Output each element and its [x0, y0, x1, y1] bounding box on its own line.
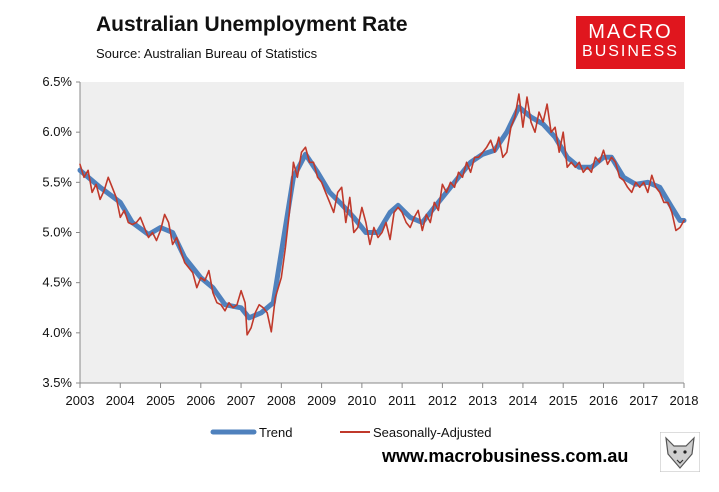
x-tick-label: 2003 [66, 393, 95, 408]
y-tick-label: 6.0% [42, 124, 72, 139]
website-url[interactable]: www.macrobusiness.com.au [382, 446, 629, 466]
series-line-seasonally-adjusted [79, 93, 685, 336]
x-tick-label: 2011 [388, 393, 416, 408]
x-tick-label: 2016 [589, 393, 618, 408]
x-tick-label: 2013 [468, 393, 497, 408]
x-tick-label: 2015 [549, 393, 578, 408]
x-tick-label: 2004 [106, 393, 135, 408]
y-tick-label: 5.0% [42, 225, 72, 240]
logo-line-2: BUSINESS [582, 43, 679, 60]
x-tick-label: 2012 [428, 393, 457, 408]
macrobusiness-logo[interactable]: MACRO BUSINESS [576, 16, 685, 69]
y-tick-label: 4.0% [42, 325, 72, 340]
x-tick-label: 2006 [186, 393, 215, 408]
x-tick-label: 2008 [267, 393, 296, 408]
x-tick-label: 2007 [227, 393, 256, 408]
logo-line-1: MACRO [588, 21, 673, 43]
chart-subtitle: Source: Australian Bureau of Statistics [96, 46, 318, 61]
y-tick-label: 6.5% [42, 74, 72, 89]
x-tick-label: 2017 [629, 393, 658, 408]
x-tick-label: 2009 [307, 393, 336, 408]
x-tick-label: 2010 [347, 393, 376, 408]
y-tick-label: 4.5% [42, 275, 72, 290]
x-tick-label: 2014 [508, 393, 537, 408]
chart-title: Australian Unemployment Rate [96, 13, 408, 36]
legend-sa-label: Seasonally-Adjusted [373, 425, 492, 440]
legend-trend-label: Trend [259, 425, 292, 440]
y-tick-label: 5.5% [42, 174, 72, 189]
y-tick-label: 3.5% [42, 375, 72, 390]
wolf-mascot-icon [660, 432, 700, 472]
x-tick-label: 2005 [146, 393, 175, 408]
legend: Trend Seasonally-Adjusted [210, 425, 492, 440]
x-tick-label: 2018 [670, 393, 699, 408]
